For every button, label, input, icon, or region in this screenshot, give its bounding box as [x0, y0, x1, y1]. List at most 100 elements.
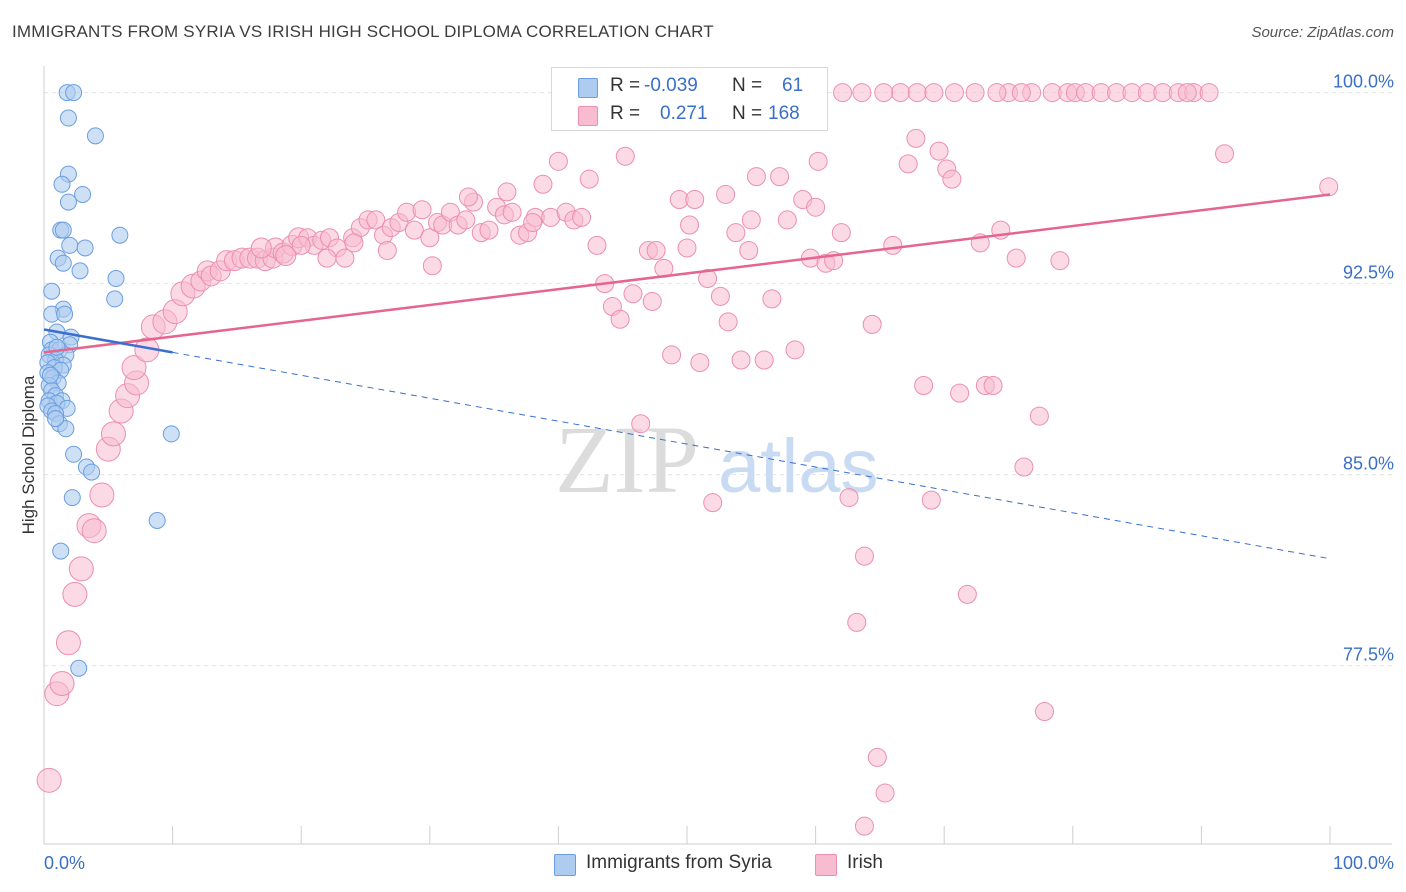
irish-point	[808, 151, 828, 171]
syria-point	[162, 425, 180, 443]
irish-point	[642, 291, 662, 311]
bottom-legend-label-syria: Immigrants from Syria	[586, 852, 772, 873]
irish-point	[1215, 144, 1235, 164]
irish-point	[983, 375, 1003, 395]
syria-point	[54, 254, 72, 272]
legend-r-label: R =	[610, 75, 641, 96]
irish-point	[49, 671, 75, 697]
irish-point	[548, 151, 568, 171]
irish-point	[839, 488, 859, 508]
irish-point	[770, 167, 790, 187]
irish-point	[422, 256, 442, 276]
irish-point	[572, 207, 592, 227]
irish-point	[100, 421, 126, 447]
irish-point	[377, 240, 397, 260]
irish-point	[890, 83, 910, 103]
legend-n-value: 61	[782, 75, 804, 96]
irish-point	[404, 220, 424, 240]
irish-point	[62, 581, 88, 607]
irish-point	[852, 83, 872, 103]
irish-point	[646, 240, 666, 260]
irish-point	[587, 235, 607, 255]
irish-point	[942, 169, 962, 189]
syria-point	[52, 542, 70, 560]
irish-point	[677, 238, 697, 258]
syria-point	[76, 239, 94, 257]
y-tick-label: 100.0%	[1333, 72, 1394, 92]
irish-point	[81, 518, 107, 544]
syria-point	[83, 463, 101, 481]
irish-point	[718, 312, 738, 332]
irish-point	[867, 747, 887, 767]
irish-point	[420, 228, 440, 248]
irish-point	[662, 345, 682, 365]
irish-point	[690, 353, 710, 373]
syria-point	[70, 659, 88, 677]
irish-point	[785, 340, 805, 360]
legend-n-label: N =	[732, 103, 763, 124]
syria-point	[65, 445, 83, 463]
syria-point	[54, 221, 72, 239]
irish-point	[502, 202, 522, 222]
irish-point	[275, 245, 297, 267]
irish-point	[746, 167, 766, 187]
irish-point	[950, 383, 970, 403]
irish-point	[1319, 177, 1339, 197]
y-tick-label: 85.0%	[1343, 454, 1394, 474]
legend-swatch-irish	[578, 106, 598, 126]
irish-point	[739, 240, 759, 260]
irish-point	[883, 235, 903, 255]
irish-point	[921, 490, 941, 510]
irish-point	[317, 248, 337, 268]
irish-point	[833, 83, 853, 103]
irish-point	[944, 83, 964, 103]
syria-point	[43, 282, 61, 300]
irish-point	[907, 83, 927, 103]
syria-point	[107, 270, 125, 288]
irish-point	[579, 169, 599, 189]
irish-point	[250, 237, 272, 259]
legend-r-label: R =	[610, 103, 641, 124]
irish-point	[716, 184, 736, 204]
syria-point	[57, 420, 75, 438]
irish-point	[344, 233, 364, 253]
irish-point	[1035, 702, 1055, 722]
irish-point	[906, 128, 926, 148]
irish-points	[36, 83, 1339, 836]
irish-point	[854, 816, 874, 836]
legend-r-value: -0.039	[644, 75, 698, 96]
chart-source: Source: ZipAtlas.com	[1251, 24, 1394, 41]
irish-point	[456, 210, 476, 230]
bottom-legend-label-irish: Irish	[847, 852, 883, 873]
legend-row-syria: R = -0.039 N = 61	[552, 73, 827, 101]
irish-point	[1014, 457, 1034, 477]
irish-point	[89, 482, 115, 508]
syria-point	[106, 290, 124, 308]
irish-point	[680, 215, 700, 235]
irish-point	[698, 269, 718, 289]
irish-point	[121, 355, 147, 381]
bottom-legend-swatch-irish	[815, 854, 837, 876]
syria-point	[63, 489, 81, 507]
syria-points	[39, 84, 180, 677]
legend-r-value: 0.271	[660, 103, 708, 124]
irish-point	[854, 546, 874, 566]
legend-n-label: N =	[732, 75, 763, 96]
y-tick-label: 77.5%	[1343, 645, 1394, 665]
y-axis-label: High School Diploma	[19, 375, 38, 534]
irish-point	[957, 584, 977, 604]
irish-point	[806, 197, 826, 217]
irish-point	[610, 309, 630, 329]
irish-point	[55, 630, 81, 656]
irish-point	[497, 182, 517, 202]
irish-point	[685, 190, 705, 210]
irish-point	[1006, 248, 1026, 268]
y-tick-label: 92.5%	[1343, 263, 1394, 283]
syria-point	[74, 185, 92, 203]
syria-point	[56, 305, 74, 323]
x-tick-label: 0.0%	[44, 853, 85, 873]
tick-labels: 77.5% 85.0% 92.5% 100.0% 0.0% 100.0%	[44, 72, 1394, 873]
irish-point	[36, 767, 62, 793]
irish-point	[777, 210, 797, 230]
